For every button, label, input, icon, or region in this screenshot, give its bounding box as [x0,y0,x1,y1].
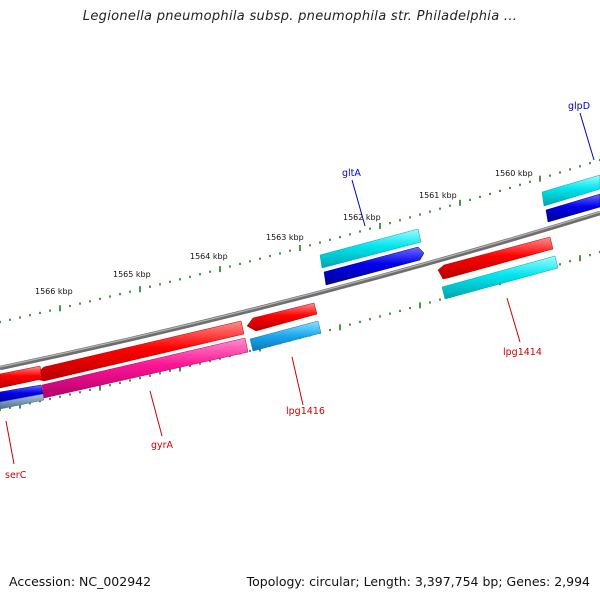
upper-tick-track [0,158,600,324]
topology-summary: Topology: circular; Length: 3,397,754 bp… [246,574,590,589]
gene-feature-gyrA[interactable] [41,337,249,399]
gene-feature-gltA[interactable] [319,228,422,269]
gene-feature-red-1565[interactable] [37,320,245,382]
kbp-label-1565: 1565 kbp [113,270,151,279]
gene-label-serC[interactable]: serC [5,470,27,481]
gene-feature-lpg1414[interactable] [437,236,554,280]
kbp-label-1564: 1564 kbp [190,252,228,261]
kbp-label-1562: 1562 kbp [343,213,381,222]
glpD-leader [579,112,595,161]
map-title: Legionella pneumophila subsp. pneumophil… [82,9,518,24]
gene-label-lpg1416[interactable]: lpg1416 [286,406,325,417]
gene-label-gltA[interactable]: gltA [342,168,361,179]
accession-text: Accession: NC_002942 [9,574,152,589]
kbp-label-1561: 1561 kbp [419,191,457,200]
gltA-leader [351,179,366,227]
kbp-label-1563: 1563 kbp [266,233,304,242]
gene-label-glpD[interactable]: glpD [568,101,590,112]
lower-tick-track [0,250,600,412]
genome-backbone [0,210,600,371]
kbp-label-1560: 1560 kbp [495,169,533,178]
gene-feature-cyan-1563[interactable] [249,320,322,352]
lpg1416-leader [291,356,304,406]
gene-label-gyrA[interactable]: gyrA [151,440,174,451]
kbp-label-1566: 1566 kbp [35,287,73,296]
gene-feature-glpD[interactable] [541,174,600,223]
gene-feature-cyan-lpg1414[interactable] [441,255,559,300]
gene-label-lpg1414[interactable]: lpg1414 [503,347,542,358]
gene-feature-lpg1416[interactable] [246,302,318,332]
gene-feature-blue-1562[interactable] [323,246,425,286]
serC-leader [5,420,15,465]
genome-backbone-highlight [0,211,600,368]
gene-feature-serC[interactable] [0,365,45,410]
lpg1414-leader [506,297,521,343]
gyrA-leader [149,390,163,437]
